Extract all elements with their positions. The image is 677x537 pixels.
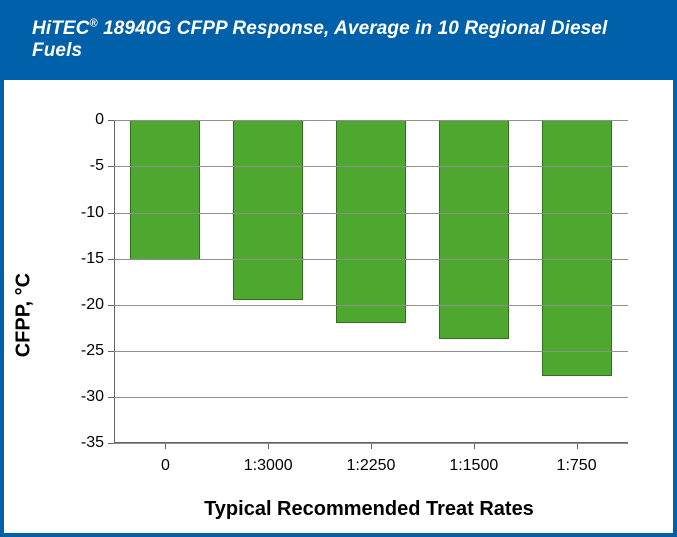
gridline: [114, 259, 628, 260]
chart-title-bar: HiTEC® 18940G CFPP Response, Average in …: [4, 4, 673, 80]
ytick-label: -25: [81, 342, 114, 360]
bar-slot: 1:3000: [217, 120, 320, 443]
bar-slot: 1:2250: [320, 120, 423, 443]
bar: [542, 120, 612, 375]
gridline: [114, 351, 628, 352]
bar: [233, 120, 303, 300]
chart-zone: CFPP, °C Typical Recommended Treat Rates…: [4, 80, 673, 533]
bar-slot: 1:750: [525, 120, 628, 443]
bar-slot: 0: [114, 120, 217, 443]
xtick-label: 0: [161, 457, 170, 475]
chart-inner: CFPP, °C Typical Recommended Treat Rates…: [34, 120, 643, 523]
chart-frame: HiTEC® 18940G CFPP Response, Average in …: [0, 0, 677, 537]
ytick-label: -10: [81, 204, 114, 222]
y-axis-label: CFPP, °C: [13, 273, 36, 357]
x-axis-label: Typical Recommended Treat Rates: [204, 498, 534, 521]
ytick-label: -20: [81, 296, 114, 314]
xtick-label: 1:1500: [449, 457, 498, 475]
ytick-label: 0: [95, 111, 114, 129]
xtick-label: 1:3000: [244, 457, 293, 475]
xtick-label: 1:2250: [347, 457, 396, 475]
ytick-label: -5: [90, 157, 114, 175]
plot-area: 01:30001:22501:15001:750 0-5-10-15-20-25…: [114, 120, 628, 443]
bar: [130, 120, 200, 260]
ytick-label: -30: [81, 388, 114, 406]
gridline: [114, 443, 628, 444]
bar: [439, 120, 509, 338]
gridline: [114, 305, 628, 306]
gridline: [114, 397, 628, 398]
gridline: [114, 166, 628, 167]
xtick-label: 1:750: [557, 457, 597, 475]
bar-slot: 1:1500: [422, 120, 525, 443]
bar: [336, 120, 406, 323]
gridline: [114, 213, 628, 214]
ytick-label: -35: [81, 434, 114, 452]
bars-container: 01:30001:22501:15001:750: [114, 120, 628, 443]
chart-title: HiTEC® 18940G CFPP Response, Average in …: [32, 18, 607, 61]
ytick-label: -15: [81, 250, 114, 268]
gridline: [114, 120, 628, 121]
